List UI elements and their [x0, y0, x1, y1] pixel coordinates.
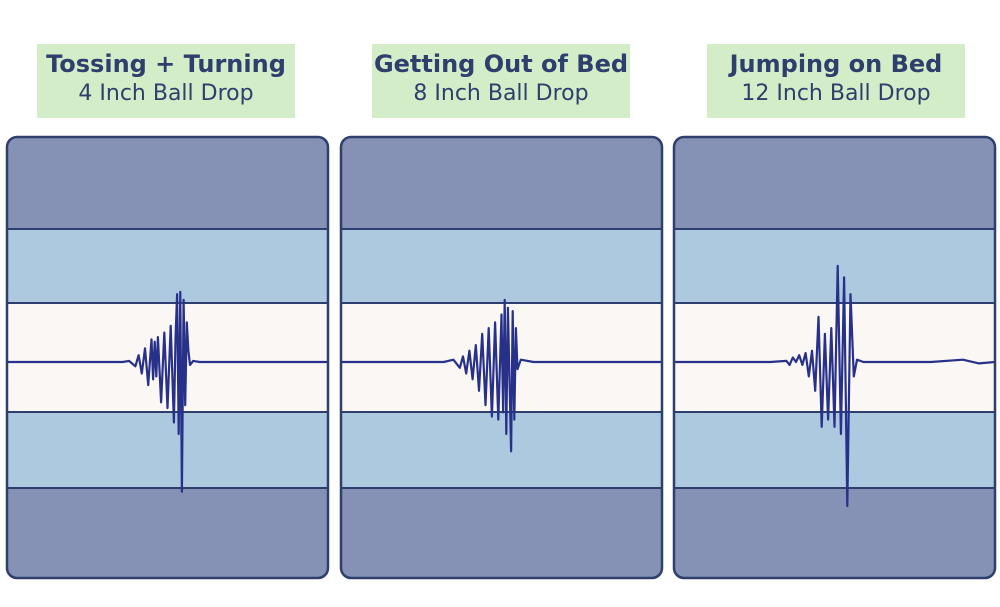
panel-bands [674, 137, 995, 578]
top-outer-band [7, 137, 328, 229]
vibration-trace [7, 290, 328, 493]
top-inner-band [341, 229, 662, 303]
top-inner-band [7, 229, 328, 303]
panel-label-getting-out: Getting Out of Bed 8 Inch Ball Drop [372, 44, 630, 118]
panel-frame [339, 135, 664, 580]
panel-subtitle: 8 Inch Ball Drop [413, 81, 589, 106]
bottom-outer-band [7, 488, 328, 578]
top-inner-band [674, 229, 995, 303]
bottom-outer-band [674, 488, 995, 578]
panel-title: Tossing + Turning [46, 50, 286, 78]
panel-frame [672, 135, 997, 580]
vibration-trace [341, 298, 662, 453]
bottom-outer-band [341, 488, 662, 578]
top-outer-band [341, 137, 662, 229]
bottom-inner-band [7, 412, 328, 488]
panel-bands [341, 137, 662, 578]
panel-frame [5, 135, 330, 580]
panel-bands [7, 137, 328, 578]
panel-subtitle: 12 Inch Ball Drop [741, 81, 931, 106]
panel-title: Jumping on Bed [729, 50, 943, 78]
panel-title: Getting Out of Bed [373, 50, 629, 78]
panel-subtitle: 4 Inch Ball Drop [78, 81, 254, 106]
bottom-inner-band [341, 412, 662, 488]
panel-label-tossing: Tossing + Turning 4 Inch Ball Drop [37, 44, 295, 118]
top-outer-band [674, 137, 995, 229]
vibration-trace [674, 264, 995, 508]
panel-label-jumping: Jumping on Bed 12 Inch Ball Drop [707, 44, 965, 118]
